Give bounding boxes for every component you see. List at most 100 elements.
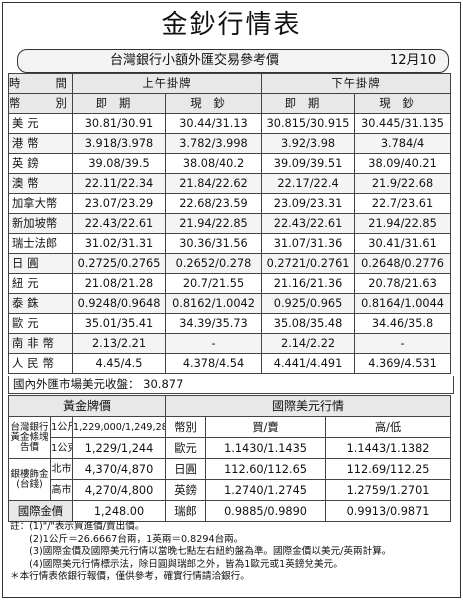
pm-cash-rate: 38.09/40.21: [354, 153, 452, 174]
pm-cash-rate: 0.2648/0.2776: [354, 253, 452, 274]
pm-cash-rate: 30.445/31.135: [354, 113, 452, 134]
usd-buysell: 1.2740/1.2745: [205, 479, 327, 501]
am-spot-rate: 2.13/2.21: [72, 333, 166, 354]
table-row: 人民幣 4.45/4.5 4.378/4.54 4.441/4.491 4.36…: [8, 353, 452, 374]
pm-spot-header: 即期: [261, 93, 356, 114]
pm-spot-rate: 22.17/22.4: [261, 173, 356, 194]
table-row: 紐元 21.08/21.28 20.7/21.55 21.16/21.36 20…: [8, 273, 452, 294]
am-spot-rate: 35.01/35.41: [72, 313, 166, 334]
footnote: (4)國際美元行情標示法，除日圓與瑞郎之外，皆為1歐元或1英鎊兌美元。: [10, 558, 343, 570]
am-spot-rate: 22.43/22.61: [72, 213, 166, 234]
currency-name: 南非幣: [8, 333, 73, 354]
table-row: 台灣銀行黃金條塊告價 1公斤 1,229,000/1,249,289 幣別 買/…: [8, 416, 452, 459]
gold-header: 黃金牌價: [7, 395, 167, 417]
table-row: 南非幣 2.13/2.21 - 2.14/2.22 -: [8, 333, 452, 354]
am-cash-rate: 3.782/3.998: [164, 133, 263, 154]
jewelry-price: 4,270/4,800: [71, 479, 167, 501]
table-row: 銀樓飾金(台錢) 北市 4,370/4,870 日圓 112.60/112.65…: [8, 458, 452, 501]
exchange-rate-table: 時 間 上午掛牌 下午掛牌 幣 別 即期 現鈔 即期 現鈔 美元 30.81/3…: [8, 73, 452, 374]
currency-name: 人民幣: [8, 353, 73, 374]
am-cash-header: 現鈔: [164, 93, 263, 114]
time-header: 時 間: [8, 73, 73, 94]
pm-spot-rate: 0.2721/0.2761: [261, 253, 356, 274]
pm-spot-rate: 30.815/30.915: [261, 113, 356, 134]
header-row-session: 時 間 上午掛牌 下午掛牌: [8, 73, 452, 94]
am-cash-rate: 21.84/22.62: [164, 173, 263, 194]
am-spot-rate: 4.45/4.5: [72, 353, 166, 374]
currency-name: 英鎊: [8, 153, 73, 174]
am-spot-rate: 23.07/23.29: [72, 193, 166, 214]
am-spot-rate: 22.11/22.34: [72, 173, 166, 194]
footnotes: 註：(1)"/"表示買進價/賣出價。 (2)1公斤＝26.6667台兩，1英兩＝…: [10, 521, 450, 584]
usd-col-buysell: 買/賣: [205, 416, 327, 438]
table-row: 加拿大幣 23.07/23.29 22.68/23.59 23.09/23.31…: [8, 193, 452, 214]
table-row: 美元 30.81/30.91 30.44/31.13 30.815/30.915…: [8, 113, 452, 134]
currency-header: 幣 別: [8, 93, 73, 114]
pm-spot-rate: 22.43/22.61: [261, 213, 356, 234]
page-title: 金鈔行情表: [161, 10, 302, 40]
table-row: 新加坡幣 22.43/22.61 21.94/22.85 22.43/22.61…: [8, 213, 452, 234]
pm-spot-rate: 21.16/21.36: [261, 273, 356, 294]
table-row: 歐元 35.01/35.41 34.39/35.73 35.08/35.48 3…: [8, 313, 452, 334]
am-cash-rate: -: [164, 333, 263, 354]
am-spot-rate: 39.08/39.5: [72, 153, 166, 174]
footnote: (3)國際金價及國際美元行情以當晚七點左右紐約盤為準。國際金價以美元/英兩計算。: [10, 546, 392, 557]
am-header: 上午掛牌: [71, 73, 263, 94]
gold-unit: 1公斤: [50, 416, 73, 438]
usd-col-highlow: 高/低: [325, 416, 452, 438]
table-row: 瑞士法郎 31.02/31.31 30.36/31.56 31.07/31.36…: [8, 233, 452, 254]
am-cash-rate: 34.39/35.73: [164, 313, 263, 334]
subtitle-text: 台灣銀行小額外匯交易參考價: [110, 53, 280, 68]
usd-currency: 英鎊: [165, 479, 207, 501]
pm-spot-rate: 0.925/0.965: [261, 293, 356, 314]
pm-spot-rate: 2.14/2.22: [261, 333, 356, 354]
lower-header-row: 黃金牌價 國際美元行情: [7, 395, 452, 417]
pm-spot-rate: 3.92/3.98: [261, 133, 356, 154]
gold-price: 1,229/1,244: [71, 437, 167, 459]
usd-intl-header: 國際美元行情: [165, 395, 452, 417]
am-spot-header: 即期: [72, 93, 166, 114]
am-cash-rate: 0.8162/1.0042: [164, 293, 263, 314]
currency-name: 美元: [8, 113, 73, 134]
currency-name: 港幣: [8, 133, 73, 154]
jewelry-city: 北市: [50, 458, 73, 480]
am-cash-rate: 22.68/23.59: [164, 193, 263, 214]
pm-cash-rate: 30.41/31.61: [354, 233, 452, 254]
am-cash-rate: 4.378/4.54: [164, 353, 263, 374]
am-cash-rate: 30.36/31.56: [164, 233, 263, 254]
usd-currency: 日圓: [165, 458, 207, 480]
footnote: 註：(1)"/"表示買進價/賣出價。: [10, 521, 145, 532]
am-cash-rate: 38.08/40.2: [164, 153, 263, 174]
usd-currency: 歐元: [165, 437, 207, 459]
pm-spot-rate: 4.441/4.491: [261, 353, 356, 374]
pm-cash-rate: 0.8164/1.0044: [354, 293, 452, 314]
currency-name: 澳幣: [8, 173, 73, 194]
table-row: 港幣 3.918/3.978 3.782/3.998 3.92/3.98 3.7…: [8, 133, 452, 154]
am-spot-rate: 30.81/30.91: [72, 113, 166, 134]
am-spot-rate: 31.02/31.31: [72, 233, 166, 254]
pm-cash-rate: 21.94/22.85: [354, 213, 452, 234]
pm-header: 下午掛牌: [261, 73, 452, 94]
pm-cash-rate: 4.369/4.531: [354, 353, 452, 374]
currency-name: 新加坡幣: [8, 213, 73, 234]
table-row: 澳幣 22.11/22.34 21.84/22.62 22.17/22.4 21…: [8, 173, 452, 194]
usd-col-currency: 幣別: [165, 416, 207, 438]
pm-spot-rate: 39.09/39.51: [261, 153, 356, 174]
domestic-close-note: 國內外匯市場美元收盤： 30.877: [8, 376, 454, 394]
usd-highlow: 0.9913/0.9871: [325, 500, 452, 522]
pm-spot-rate: 23.09/23.31: [261, 193, 356, 214]
table-row: 日圓 0.2725/0.2765 0.2652/0.278 0.2721/0.2…: [8, 253, 452, 274]
table-row: 英鎊 39.08/39.5 38.08/40.2 39.09/39.51 38.…: [8, 153, 452, 174]
bank-gold-label: 台灣銀行黃金條塊告價: [8, 416, 51, 459]
pm-cash-rate: 34.46/35.8: [354, 313, 452, 334]
currency-name: 歐元: [8, 313, 73, 334]
currency-name: 瑞士法郎: [8, 233, 73, 254]
am-spot-rate: 3.918/3.978: [72, 133, 166, 154]
subtitle-bar: 台灣銀行小額外匯交易參考價 12月10日: [17, 49, 449, 90]
table-row: 高市 4,270/4,800 英鎊 1.2740/1.2745 1.2759/1…: [9, 479, 452, 501]
usd-buysell: 0.9885/0.9890: [205, 500, 327, 522]
usd-buysell: 1.1430/1.1435: [205, 437, 327, 459]
usd-highlow: 1.1443/1.1382: [325, 437, 452, 459]
pm-cash-rate: 20.78/21.63: [354, 273, 452, 294]
jewelry-price: 4,370/4,870: [71, 458, 167, 480]
